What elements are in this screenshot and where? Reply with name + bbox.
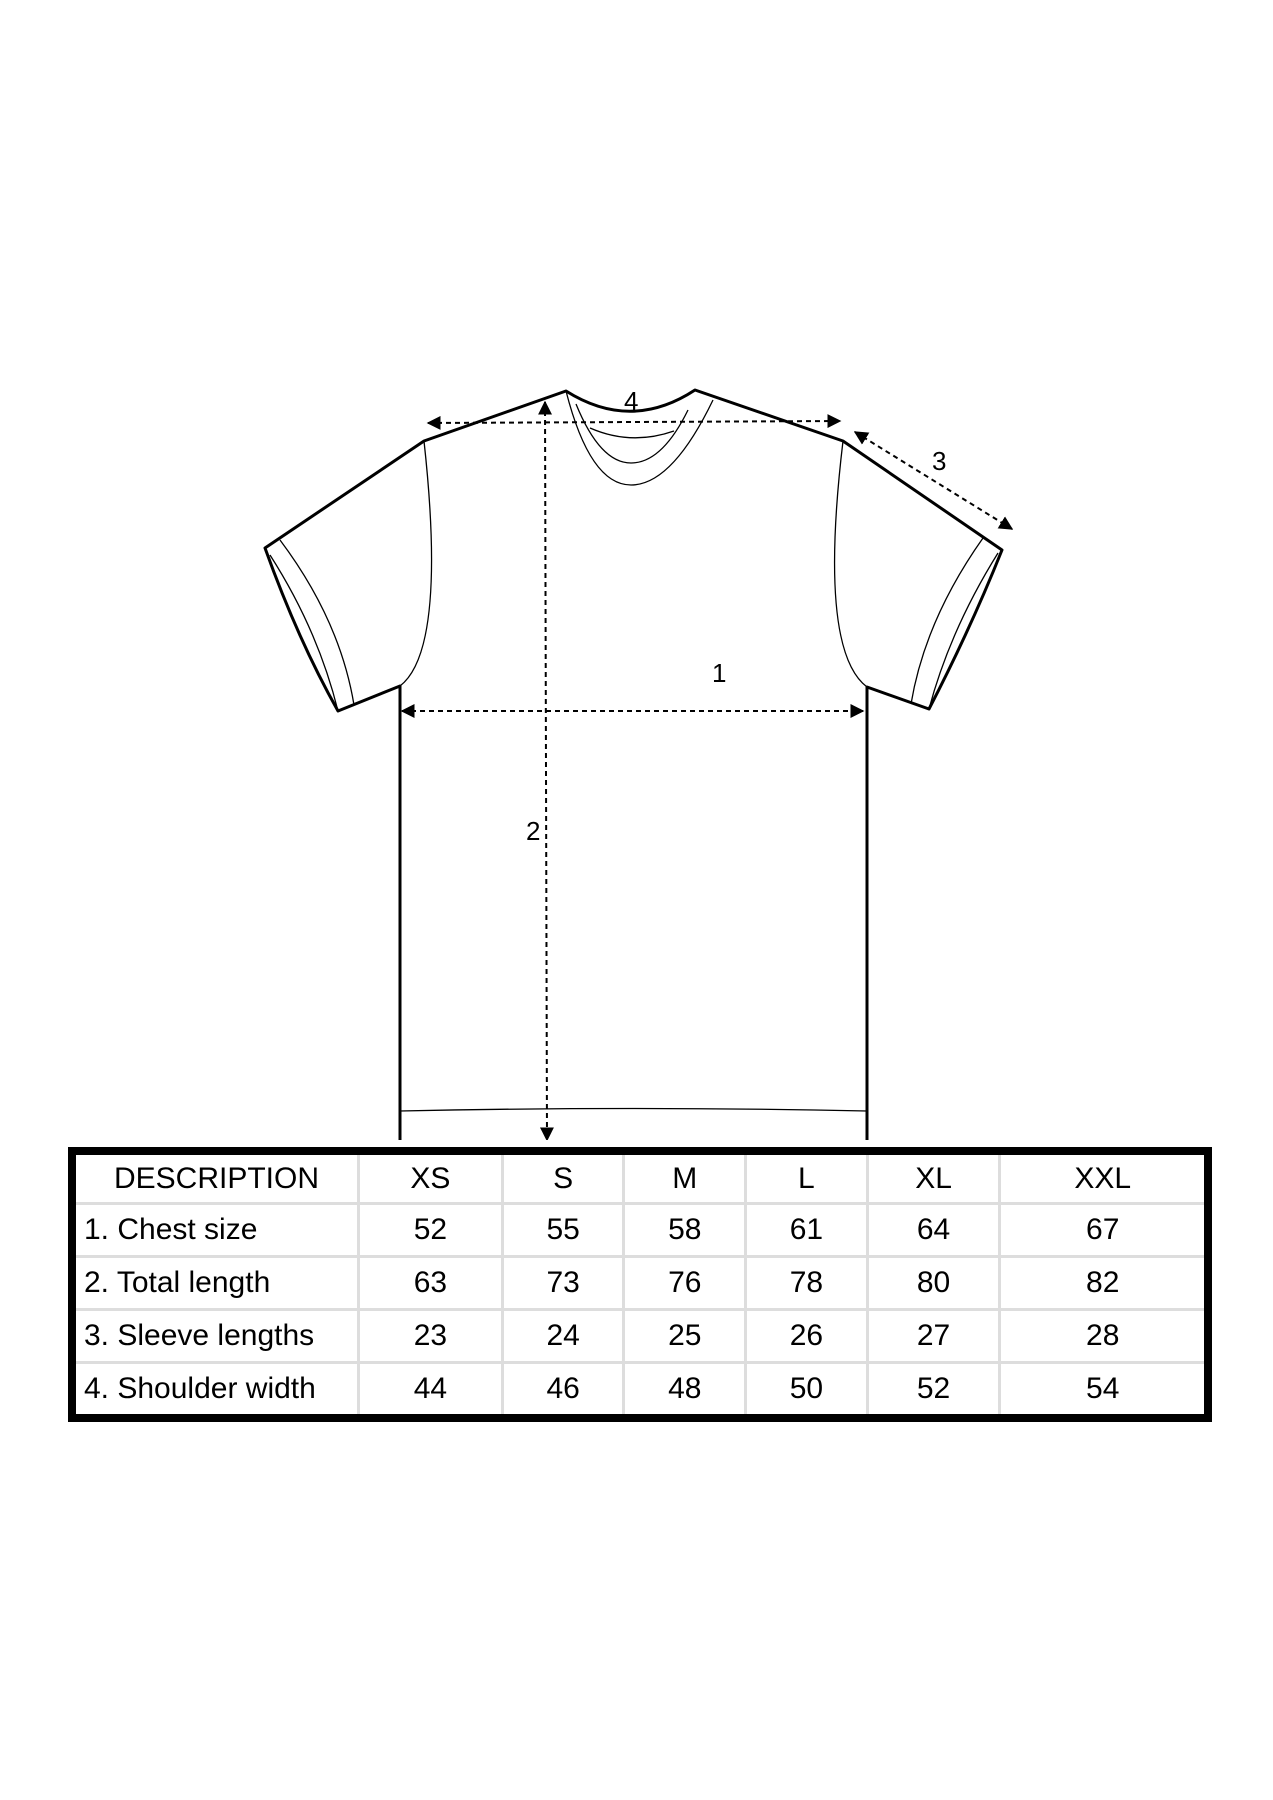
sleeve-arrow: [853, 431, 1014, 530]
cell: 52: [865, 1361, 1002, 1420]
table-row: 4. Shoulder width 44 46 48 50 52 54: [70, 1361, 1210, 1420]
cell: 82: [998, 1255, 1210, 1311]
cell: 78: [744, 1255, 869, 1311]
label-sleeve: 3: [932, 446, 946, 476]
cell: 25: [622, 1308, 748, 1364]
cell: 23: [357, 1308, 504, 1364]
cell: 24: [500, 1308, 626, 1364]
cell: 73: [500, 1255, 626, 1311]
row-label: 1. Chest size: [70, 1202, 360, 1258]
cell: 61: [744, 1202, 869, 1258]
header-xl: XL: [865, 1149, 1002, 1205]
table-header-row: DESCRIPTION XS S M L XL XXL: [70, 1149, 1210, 1205]
cell: 27: [865, 1308, 1002, 1364]
label-length: 2: [526, 816, 540, 846]
header-description: DESCRIPTION: [70, 1149, 360, 1205]
cell: 46: [500, 1361, 626, 1420]
tshirt-diagram: 4 1 2 3: [263, 386, 1014, 1140]
cell: 26: [744, 1308, 869, 1364]
cell: 48: [622, 1361, 748, 1420]
header-m: M: [622, 1149, 748, 1205]
shoulder-width-arrow: [426, 414, 842, 430]
header-xxl: XXL: [998, 1149, 1210, 1205]
row-label: 3. Sleeve lengths: [70, 1308, 360, 1364]
tshirt-seams: [269, 390, 999, 1112]
size-chart-table: DESCRIPTION XS S M L XL XXL 1. Chest siz…: [68, 1147, 1212, 1422]
tshirt-outline: [263, 388, 1004, 1140]
header-l: L: [744, 1149, 869, 1205]
cell: 55: [500, 1202, 626, 1258]
header-s: S: [500, 1149, 626, 1205]
cell: 67: [998, 1202, 1210, 1258]
header-xs: XS: [357, 1149, 504, 1205]
cell: 44: [357, 1361, 504, 1420]
cell: 64: [865, 1202, 1002, 1258]
measurement-arrows: [400, 400, 1014, 1140]
cell: 50: [744, 1361, 869, 1420]
cell: 28: [998, 1308, 1210, 1364]
cell: 80: [865, 1255, 1002, 1311]
row-label: 2. Total length: [70, 1255, 360, 1311]
table-row: 3. Sleeve lengths 23 24 25 26 27 28: [70, 1308, 1210, 1364]
row-label: 4. Shoulder width: [70, 1361, 360, 1420]
cell: 63: [357, 1255, 504, 1311]
table-row: 2. Total length 63 73 76 78 80 82: [70, 1255, 1210, 1311]
cell: 52: [357, 1202, 504, 1258]
total-length-arrow: [538, 400, 554, 1140]
cell: 76: [622, 1255, 748, 1311]
cell: 58: [622, 1202, 748, 1258]
label-chest: 1: [712, 658, 726, 688]
label-shoulder: 4: [624, 386, 638, 416]
cell: 54: [998, 1361, 1210, 1420]
table-row: 1. Chest size 52 55 58 61 64 67: [70, 1202, 1210, 1258]
